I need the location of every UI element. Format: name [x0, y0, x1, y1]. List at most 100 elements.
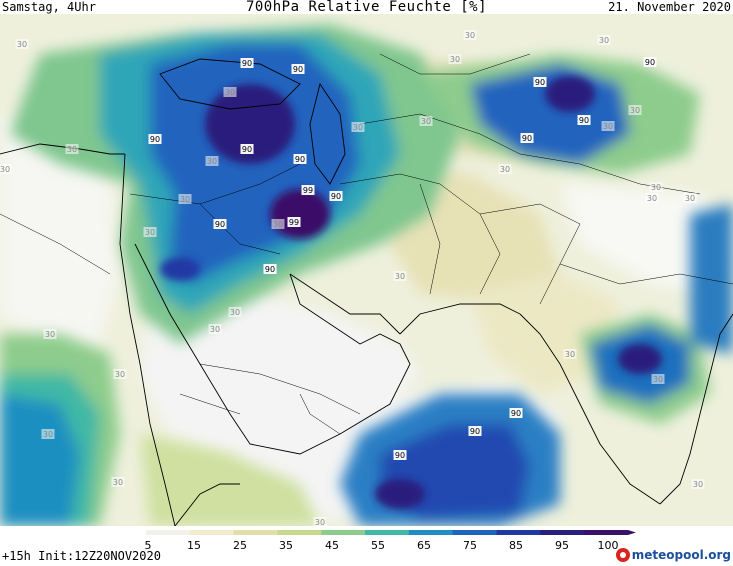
- colorbar-swatch: [145, 530, 191, 535]
- contour-label: 90: [520, 133, 534, 143]
- border-11: [299, 393, 341, 435]
- contour-label: 90: [291, 64, 305, 74]
- border-5: [419, 183, 441, 295]
- field-core-1: [205, 84, 295, 164]
- field-core-5: [375, 479, 425, 509]
- contour-label-text: 30: [45, 330, 55, 339]
- coastlines: [0, 58, 733, 526]
- contour-label-text: 30: [565, 350, 575, 359]
- contour-label-text: 30: [17, 40, 27, 49]
- contour-label: 30: [313, 517, 327, 526]
- border-8: [519, 153, 701, 195]
- contour-label: 30: [628, 105, 642, 115]
- contour-label: 90: [393, 450, 407, 460]
- border-4: [339, 173, 501, 295]
- contour-label: 90: [329, 191, 343, 201]
- contour-label-text: 30: [500, 165, 510, 174]
- contour-label-text: 30: [315, 518, 325, 526]
- contour-label-text: 30: [225, 88, 235, 97]
- contour-label-text: 30: [450, 55, 460, 64]
- forecast-day-label: Samstag, 4Uhr: [2, 0, 96, 14]
- contour-label-text: 90: [150, 135, 160, 144]
- colorbar-swatch: [496, 530, 541, 535]
- contour-label: 30: [683, 193, 697, 203]
- coast-black-sea: [159, 58, 301, 110]
- contour-label-text: 90: [242, 59, 252, 68]
- colorbar-swatch: [321, 530, 366, 535]
- contour-label-text: 30: [145, 228, 155, 237]
- contour-label: 90: [240, 58, 254, 68]
- contour-label: 90: [293, 154, 307, 164]
- colorbar-swatch: [102, 530, 147, 535]
- colorbar-tick-label: 35: [279, 539, 293, 550]
- contour-label: 30: [498, 164, 512, 174]
- contour-label: 30: [419, 116, 433, 126]
- model-run-label: +15h Init:12Z20NOV2020: [2, 549, 161, 563]
- colorbar-tick-label: 55: [371, 539, 385, 550]
- colorbar-tick-label: 25: [233, 539, 247, 550]
- contour-label: 30: [223, 87, 237, 97]
- colorbar-tick-labels: 5 15 25 35 45 55 65 75 85 95 100: [145, 539, 619, 552]
- contour-label: 30: [448, 54, 462, 64]
- contour-label: 30: [15, 39, 29, 49]
- colorbar-tick-label: 100: [598, 539, 619, 550]
- contour-label-text: 90: [579, 116, 589, 125]
- colorbar-swatch: [452, 530, 497, 535]
- contour-label: 30: [228, 307, 242, 317]
- contour-label-text: 30: [465, 31, 475, 40]
- contour-label-text: 90: [645, 58, 655, 67]
- colorbar-tick-label: 45: [325, 539, 339, 550]
- border-7: [359, 113, 521, 155]
- contour-label-text: 90: [535, 78, 545, 87]
- coast-india-east: [659, 313, 733, 505]
- colorbar-swatch: [365, 530, 410, 535]
- border-12: [179, 393, 241, 415]
- brand-logo[interactable]: meteopool.org: [615, 545, 731, 565]
- contour-labels: 30 30 30 30 30 90 90 30 30 90 90 30 90 30 90 30 90 30 90 30…: [0, 30, 705, 526]
- field-east-edge: [690, 204, 733, 354]
- contour-label: 30: [143, 227, 157, 237]
- contour-label-text: 90: [522, 134, 532, 143]
- contour-label-text: 30: [651, 183, 661, 192]
- contour-label-text: 30: [685, 194, 695, 203]
- contour-label-text: 99: [303, 186, 313, 195]
- field-core-2: [270, 189, 330, 239]
- contour-label: 30: [563, 349, 577, 359]
- contour-label: 30: [645, 193, 659, 203]
- contour-label: 30: [393, 271, 407, 281]
- humidity-map: 30 30 30 30 30 90 90 30 30 90 90 30 90 30 90 30 90 30 90 30…: [0, 14, 733, 526]
- contour-label-text: 30: [630, 106, 640, 115]
- colorbar: 5 15 25 35 45 55 65 75 85 95 100: [0, 526, 733, 566]
- colorbar-swatch: [277, 530, 322, 535]
- contour-label-text: 30: [207, 157, 217, 166]
- contour-label-text: 30: [180, 195, 190, 204]
- coast-caspian: [309, 82, 346, 185]
- contour-label: 30: [271, 219, 285, 229]
- contour-label: 30: [351, 122, 365, 132]
- contour-label: 90: [148, 134, 162, 144]
- field-core-4: [618, 344, 662, 374]
- field-dry-tibet: [560, 184, 730, 294]
- contour-label-text: 30: [273, 220, 283, 229]
- contour-label: 30: [41, 429, 55, 439]
- contour-label: 30: [691, 479, 705, 489]
- field-tan-india: [470, 274, 620, 394]
- contour-label: 30: [113, 369, 127, 379]
- forecast-date-label: 21. November 2020: [608, 0, 731, 14]
- contour-label: 90: [577, 115, 591, 125]
- border-3: [199, 203, 281, 255]
- colorbar-swatch: [540, 530, 585, 535]
- colorbar-tick-label: 15: [187, 539, 201, 550]
- contour-label-text: 90: [293, 65, 303, 74]
- contour-label-text: 90: [395, 451, 405, 460]
- contour-label: 90: [468, 426, 482, 436]
- contour-label: 30: [597, 35, 611, 45]
- colorbar-arrow: [628, 530, 636, 535]
- contour-label-text: 90: [265, 265, 275, 274]
- border-9: [559, 263, 733, 285]
- colorbar-swatch: [408, 530, 454, 535]
- colorbar-swatch: [233, 530, 278, 535]
- contour-label-text: 30: [693, 480, 703, 489]
- contour-label-text: 30: [653, 375, 663, 384]
- coast-india-west: [519, 313, 661, 505]
